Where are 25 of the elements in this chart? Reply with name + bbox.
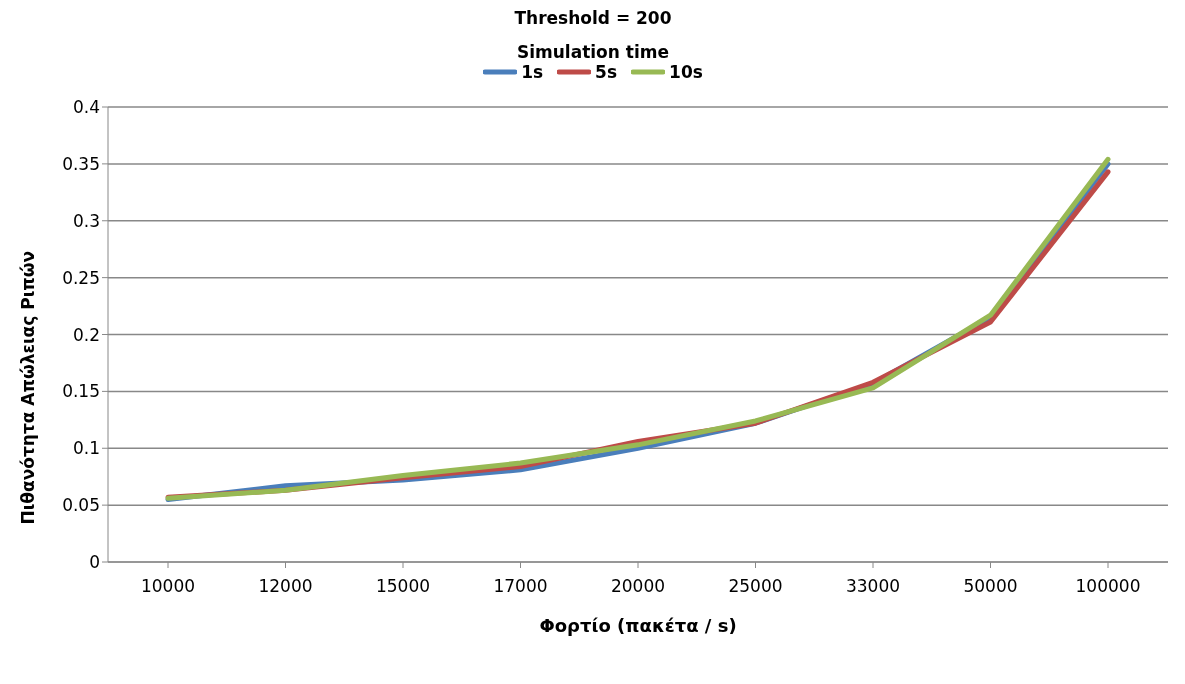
x-tick-label: 50000 <box>963 576 1018 597</box>
y-tick-label: 0.2 <box>72 324 100 345</box>
x-tick-label: 15000 <box>375 576 431 597</box>
x-tick-label: 17000 <box>493 576 548 597</box>
y-tick-label: 0.1 <box>72 438 100 459</box>
y-tick-label: 0.4 <box>72 97 100 118</box>
x-tick-label: 20000 <box>610 576 666 597</box>
legend-label: 1s <box>520 62 544 82</box>
x-tick-label: 25000 <box>728 576 783 597</box>
y-tick-label: 0.15 <box>62 381 100 402</box>
x-axis-title: Φορτίο (πακέτα / s) <box>539 615 737 636</box>
x-tick-label: 10000 <box>140 576 196 597</box>
y-tick-label: 0 <box>89 552 100 573</box>
y-tick-label: 0.05 <box>62 495 100 516</box>
legend-title: Simulation time <box>515 42 670 62</box>
x-tick-label: 12000 <box>258 576 313 597</box>
y-tick-label: 0.35 <box>62 153 100 174</box>
x-tick-label: 100000 <box>1075 576 1141 597</box>
y-tick-label: 0.3 <box>72 210 100 231</box>
legend-label: 10s <box>668 62 703 82</box>
x-tick-label: 33000 <box>845 576 901 597</box>
legend-label: 5s <box>594 62 618 82</box>
y-tick-label: 0.25 <box>62 267 100 288</box>
y-axis-title: Πιθανότητα Απώλειας Ριπών <box>18 250 39 525</box>
chart-title: Threshold = 200 <box>513 8 673 28</box>
